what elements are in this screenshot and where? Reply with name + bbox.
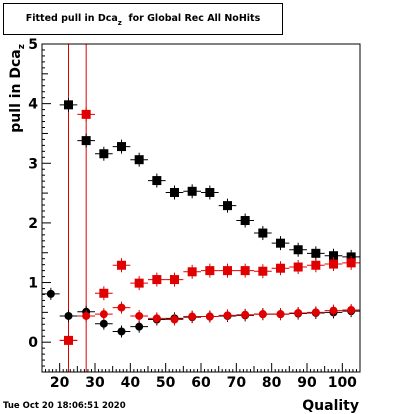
- x-tick-label: 60: [191, 375, 211, 391]
- title-box: Fitted pull in Dcaz for Global Rec All N…: [3, 3, 283, 35]
- y-tick-label: 1: [28, 276, 38, 292]
- data-point: [82, 311, 91, 320]
- title-suffix: for Global Rec All NoHits: [128, 13, 261, 24]
- data-point: [329, 259, 338, 269]
- data-point: [152, 314, 161, 323]
- x-tick-label: 50: [156, 375, 176, 391]
- data-point: [64, 336, 73, 345]
- y-tick-label: 3: [28, 156, 38, 172]
- data-point: [240, 216, 250, 226]
- data-point: [276, 310, 285, 319]
- data-point: [152, 176, 162, 186]
- data-point: [293, 245, 303, 255]
- data-point: [346, 258, 356, 268]
- data-point: [187, 267, 197, 277]
- data-point: [293, 262, 303, 272]
- data-point: [152, 275, 162, 285]
- x-tick-label: 100: [328, 375, 357, 391]
- data-point: [64, 100, 73, 110]
- plot-frame: [41, 43, 361, 373]
- data-point: [188, 312, 197, 321]
- y-axis-label: pull in Dcaz: [8, 44, 27, 133]
- data-point: [329, 251, 338, 261]
- x-axis-label: Quality: [302, 398, 359, 414]
- data-point: [205, 312, 214, 321]
- data-point: [276, 263, 285, 273]
- data-point: [294, 308, 303, 317]
- data-point: [99, 319, 108, 328]
- data-point: [258, 266, 268, 276]
- chart-title: Fitted pull in Dcaz for Global Rec All N…: [4, 13, 282, 27]
- data-point: [170, 187, 179, 197]
- data-point: [135, 311, 144, 320]
- vertical-marker-lines: [68, 44, 87, 372]
- data-point: [258, 310, 267, 319]
- data-point: [311, 248, 321, 258]
- data-point: [329, 306, 338, 315]
- y-tick-label: 4: [28, 97, 38, 113]
- series-0: [59, 97, 360, 264]
- data-point: [170, 315, 179, 324]
- data-point: [117, 327, 126, 336]
- data-point: [134, 278, 144, 288]
- data-point: [205, 187, 215, 197]
- data-point: [81, 109, 91, 119]
- data-point: [276, 238, 285, 248]
- data-point: [347, 305, 356, 314]
- data-point: [99, 288, 109, 298]
- data-point: [223, 201, 232, 211]
- series-3: [59, 301, 360, 347]
- data-point: [258, 228, 268, 238]
- y-tick-label: 2: [28, 216, 38, 232]
- data-point: [99, 310, 108, 319]
- data-point: [117, 303, 126, 312]
- data-point: [170, 275, 179, 285]
- data-point: [240, 266, 250, 276]
- data-point: [135, 322, 144, 331]
- data-point: [134, 155, 144, 165]
- data-point: [117, 142, 126, 152]
- x-tick-label: 20: [50, 375, 70, 391]
- timestamp: Tue Oct 20 18:06:51 2020: [3, 401, 126, 411]
- data-point: [81, 136, 91, 146]
- axes: 20 30 40 50 60 70 80 90 100 0 1 2 3 4 5: [28, 37, 361, 391]
- x-tick-label: 30: [85, 375, 105, 391]
- data-point: [99, 149, 109, 159]
- data-point: [311, 260, 321, 270]
- y-tick-label: 0: [28, 335, 38, 351]
- title-main: Fitted pull in Dca: [25, 13, 118, 24]
- data-point: [187, 186, 197, 196]
- data-point: [223, 311, 232, 320]
- data-points: [42, 97, 360, 348]
- data-point: [223, 266, 232, 276]
- title-subscript: z: [117, 19, 122, 27]
- data-point: [205, 266, 215, 276]
- data-point: [117, 260, 126, 270]
- data-point: [241, 310, 250, 319]
- data-point: [311, 308, 320, 317]
- y-tick-label: 5: [28, 37, 38, 53]
- x-tick-label: 90: [297, 375, 317, 391]
- x-tick-label: 40: [121, 375, 141, 391]
- x-tick-label: 70: [227, 375, 247, 391]
- data-point: [64, 311, 73, 320]
- data-point: [46, 289, 55, 298]
- x-tick-label: 80: [262, 375, 282, 391]
